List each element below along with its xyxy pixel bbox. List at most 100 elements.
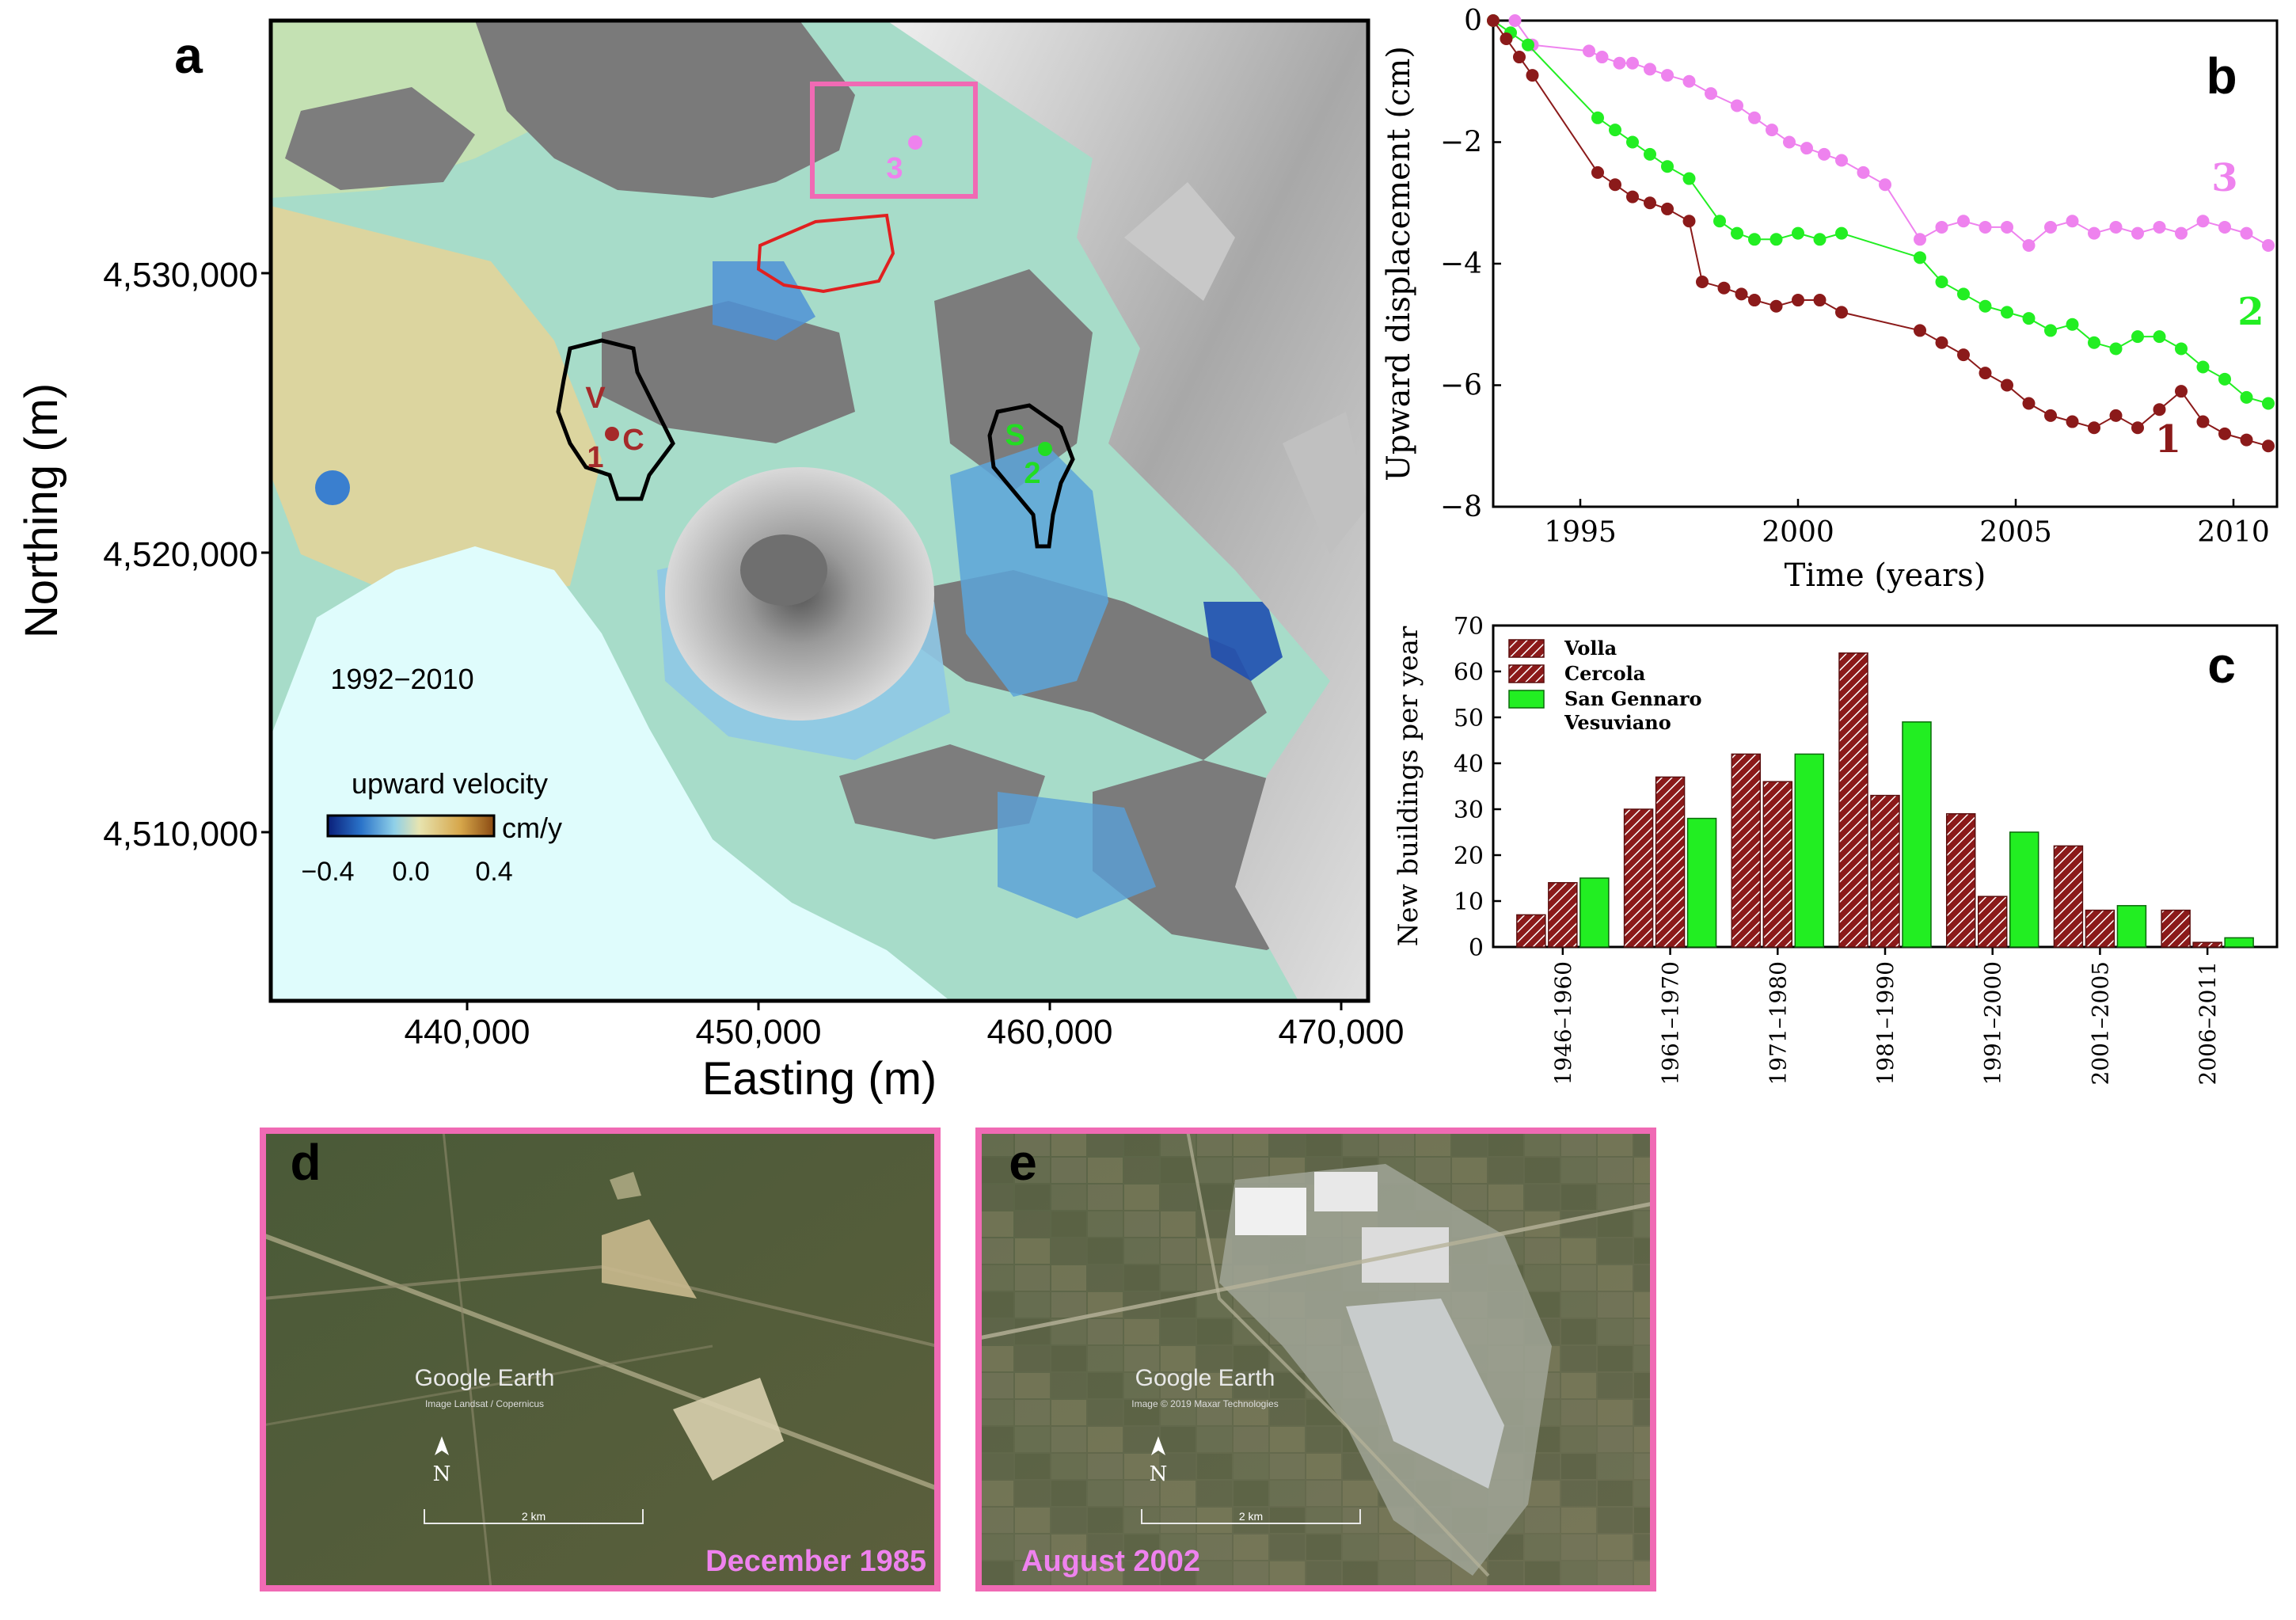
data-point-series-3 [1766,124,1778,137]
data-point-series-2 [2022,312,2036,325]
map-ytick: 4,530,000 [103,256,258,295]
panel-b-chart: 1995 2000 2005 2010 0 −2 −4 −6 −8 3 2 1 b Time (ye… [1381,5,2279,594]
data-point-series-2 [1748,233,1761,246]
field-parcel [979,1346,1013,1371]
data-point-series-1 [2088,421,2100,435]
map-ytick: 4,510,000 [103,815,258,854]
field-parcel [1525,1158,1560,1183]
field-parcel [1015,1508,1050,1533]
municipality-outline-san-gennaro [987,403,1075,549]
label-v: V [585,382,606,415]
field-parcel [1088,1131,1123,1156]
legend-swatch-cercola [1508,664,1545,683]
data-point-series-3 [1957,215,1970,228]
data-point-series-2 [2196,360,2210,374]
field-parcel [979,1373,1013,1398]
field-parcel [1561,1561,1596,1587]
google-earth-watermark: Google Earth [415,1365,555,1391]
field-parcel [1051,1238,1086,1264]
field-parcel [1161,1534,1196,1560]
bar-cercola [1548,882,1578,948]
chart-c-ytick-label: 10 [1454,888,1484,916]
bar-volla [2161,909,2191,948]
data-point-series-3 [1626,56,1639,70]
field-parcel [1051,1292,1086,1318]
bar-cercola [1762,781,1793,948]
field-parcel [1124,1373,1159,1398]
series-label-1: 1 [2155,417,2181,462]
bar-san-gennaro [1902,721,1932,948]
field-parcel [1270,1508,1305,1533]
data-point-series-1 [2022,397,2036,410]
field-parcel [1525,1265,1560,1291]
field-parcel [1088,1185,1123,1210]
data-point-series-3 [1783,135,1796,149]
bar-san-gennaro [2009,831,2039,948]
field-parcel [1234,1400,1268,1425]
data-point-series-1 [1513,51,1526,64]
panel-letter-e: e [1009,1134,1037,1191]
road [263,1344,713,1427]
field-parcel [1306,1427,1341,1452]
field-parcel [1561,1427,1596,1452]
field-parcel [1343,1131,1378,1156]
field-parcel [1488,1561,1523,1587]
field-parcel [1525,1131,1560,1156]
colorbar-tick-mid: 0.0 [392,857,429,887]
data-point-series-1 [1682,215,1696,228]
bar-cercola [2085,909,2115,948]
field-parcel [979,1265,1013,1291]
field-parcel [979,1158,1013,1183]
field-parcel [1306,1561,1341,1587]
field-parcel [1561,1265,1596,1291]
field-parcel [1161,1211,1196,1237]
field-parcel [1306,1131,1341,1156]
field-parcel [1015,1561,1050,1587]
field-parcel [1124,1158,1159,1183]
field-parcel [979,1508,1013,1533]
data-point-series-2 [2218,372,2231,386]
field-parcel [1416,1158,1450,1183]
data-point-series-2 [1979,299,1992,313]
field-parcel [1197,1346,1232,1371]
data-point-series-2 [1661,160,1674,173]
data-point-series-1 [1935,336,1948,349]
data-point-series-1 [1735,287,1748,301]
field-parcel [1051,1373,1086,1398]
field-parcel [1051,1561,1086,1587]
field-parcel [1161,1481,1196,1506]
colorbar-title: upward velocity [352,767,548,800]
field-parcel [1161,1238,1196,1264]
period-label: 1992−2010 [330,663,473,695]
field-parcel [1197,1454,1232,1479]
field-parcel [1598,1238,1633,1264]
vesuvius-crater [740,534,827,606]
data-point-series-1 [2001,378,2013,392]
field-parcel [1488,1131,1523,1156]
data-point-series-1 [2109,409,2123,422]
field-parcel [1161,1265,1196,1291]
data-point-series-3 [2175,226,2188,240]
field-parcel [1270,1131,1305,1156]
data-point-series-2 [1914,251,1926,264]
chart-c-ytick-label: 70 [1454,613,1484,641]
data-point-series-1 [1696,276,1709,289]
field-parcel [1161,1508,1196,1533]
field-parcel [1197,1481,1232,1506]
legend-label-san-gennaro: San Gennaro Vesuviano [1564,687,1702,734]
map-frame [268,18,1370,1003]
panel-letter-d: d [290,1134,321,1191]
chart-b-xlabel: Time (years) [1785,557,1986,594]
field-parcel [1124,1561,1159,1587]
data-point-series-3 [1800,142,1813,155]
field-parcel [1379,1561,1414,1587]
scale-label: 2 km [1239,1510,1263,1523]
field-parcel [1270,1454,1305,1479]
data-point-series-3 [2218,220,2231,234]
field-parcel [1416,1561,1450,1587]
field-parcel [1015,1427,1050,1452]
field-parcel [1234,1481,1268,1506]
data-point-series-3 [1879,178,1891,192]
field-parcel [1015,1238,1050,1264]
data-point-series-2 [2153,330,2166,344]
